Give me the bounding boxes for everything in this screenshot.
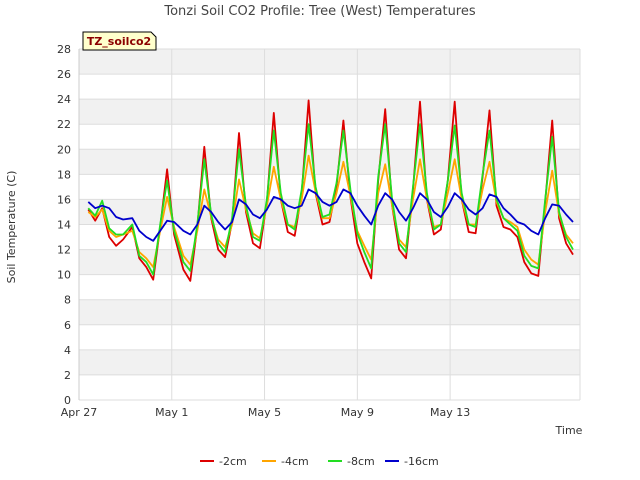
legend-label: -8cm (347, 455, 375, 468)
y-tick-label: 14 (57, 219, 71, 232)
grid-lines (78, 48, 581, 401)
x-tick-label: May 13 (430, 406, 470, 419)
y-tick-label: 22 (57, 118, 71, 131)
y-tick-label: 24 (57, 93, 71, 106)
x-axis-ticks: Apr 27 May 1 May 5 May 9 May 13 (61, 406, 471, 419)
legend-item: -4cm (262, 455, 309, 468)
legend-item: -16cm (385, 455, 439, 468)
y-tick-label: 20 (57, 143, 71, 156)
y-tick-label: 6 (64, 319, 71, 332)
y-tick-label: 12 (57, 244, 71, 257)
y-tick-label: 26 (57, 68, 71, 81)
x-tick-label: May 9 (341, 406, 374, 419)
series-line-16cm (87, 188, 574, 242)
series-line-8cm (87, 123, 574, 276)
legend: -2cm -4cm -8cm -16cm (200, 455, 439, 468)
y-tick-label: 18 (57, 168, 71, 181)
legend-item: -2cm (200, 455, 247, 468)
y-tick-label: 10 (57, 269, 71, 282)
y-tick-label: 0 (64, 394, 71, 407)
x-tick-label: May 1 (155, 406, 188, 419)
y-tick-label: 2 (64, 369, 71, 382)
x-axis-label: Time (555, 424, 583, 437)
legend-label: -16cm (404, 455, 439, 468)
legend-item: -8cm (328, 455, 375, 468)
y-tick-label: 16 (57, 193, 71, 206)
y-axis-label: Soil Temperature (C) (5, 171, 18, 284)
x-tick-label: May 5 (248, 406, 281, 419)
dataset-badge-label: TZ_soilco2 (87, 35, 151, 48)
chart-title: Tonzi Soil CO2 Profile: Tree (West) Temp… (163, 4, 476, 19)
series-layer (87, 99, 574, 282)
legend-label: -2cm (219, 455, 247, 468)
y-tick-label: 4 (64, 344, 71, 357)
legend-label: -4cm (281, 455, 309, 468)
y-tick-label: 28 (57, 43, 71, 56)
x-tick-label: Apr 27 (61, 406, 98, 419)
dataset-badge: TZ_soilco2 (82, 31, 157, 51)
y-tick-label: 8 (64, 294, 71, 307)
